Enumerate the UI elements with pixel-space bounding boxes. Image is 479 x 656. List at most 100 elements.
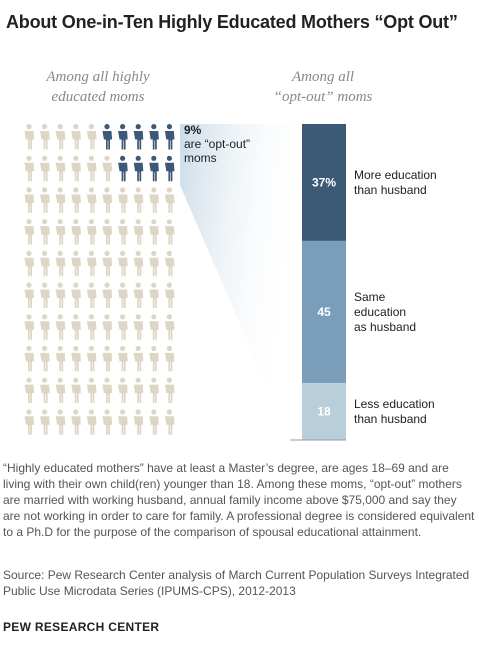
- person-icon: [55, 124, 66, 150]
- person-icon: [55, 282, 66, 308]
- segment-category-label: Same: [354, 290, 386, 304]
- person-icon: [133, 377, 144, 404]
- person-icon: [71, 314, 81, 340]
- person-icon: [24, 219, 35, 245]
- person-icon: [102, 282, 113, 308]
- person-icon: [118, 250, 128, 277]
- person-icon: [133, 155, 144, 182]
- person-icon: [133, 314, 144, 340]
- person-icon: [86, 124, 97, 150]
- person-icon: [86, 409, 97, 435]
- person-icon: [40, 250, 50, 277]
- person-icon: [71, 409, 81, 435]
- person-icon: [40, 345, 50, 372]
- callout-wedge: [180, 124, 302, 440]
- person-icon: [133, 124, 144, 150]
- person-icon: [102, 377, 113, 404]
- person-icon: [40, 314, 50, 340]
- person-icon: [86, 377, 97, 404]
- person-icon: [149, 187, 159, 213]
- person-icon: [71, 155, 81, 182]
- person-icon: [86, 219, 97, 245]
- person-icon: [55, 187, 66, 213]
- person-icon: [118, 409, 128, 435]
- person-icon: [24, 345, 35, 372]
- chart-note: “Highly educated mothers” have at least …: [3, 461, 475, 539]
- person-icon: [164, 345, 175, 372]
- person-icon: [133, 282, 144, 308]
- person-icon: [102, 187, 113, 213]
- callout-label-line: are “opt-out”: [184, 137, 250, 151]
- person-icon: [149, 250, 159, 277]
- person-icon: [24, 187, 35, 213]
- person-icon: [55, 219, 66, 245]
- person-icon: [40, 219, 50, 245]
- person-icon: [149, 219, 159, 245]
- person-icon: [86, 314, 97, 340]
- person-icon: [71, 377, 81, 404]
- pictograph-heading: Among all highly educated moms: [18, 67, 178, 107]
- segment-category-label: education: [354, 305, 406, 319]
- person-icon: [71, 250, 81, 277]
- person-icon: [24, 124, 35, 150]
- person-icon: [102, 219, 113, 245]
- person-icon: [164, 219, 175, 245]
- person-icon: [118, 219, 128, 245]
- person-icon: [40, 377, 50, 404]
- person-icon: [133, 250, 144, 277]
- person-icon: [55, 155, 66, 182]
- person-icon: [149, 377, 159, 404]
- person-icon: [133, 187, 144, 213]
- chart-credit: PEW RESEARCH CENTER: [3, 620, 160, 634]
- person-icon: [102, 250, 113, 277]
- person-icon: [118, 345, 128, 372]
- person-icon: [118, 377, 128, 404]
- segment-category-label: Less education: [354, 397, 435, 411]
- chart-source: Source: Pew Research Center analysis of …: [3, 568, 470, 598]
- person-icon: [71, 345, 81, 372]
- person-icon: [164, 377, 175, 404]
- pictograph-heading-line: educated moms: [51, 89, 145, 105]
- bar-segment: [302, 124, 346, 241]
- person-icon: [164, 187, 175, 213]
- person-icon: [71, 187, 81, 213]
- person-icon: [55, 345, 66, 372]
- person-icon: [55, 377, 66, 404]
- person-icon: [40, 124, 50, 150]
- person-icon: [133, 219, 144, 245]
- person-icon: [40, 282, 50, 308]
- person-icon: [102, 155, 113, 182]
- person-icon: [86, 282, 97, 308]
- person-icon: [149, 282, 159, 308]
- segment-value-label: 18: [317, 405, 331, 419]
- person-icon: [118, 282, 128, 308]
- stacked-bar-heading-line: Among all: [291, 69, 355, 85]
- segment-category-label: than husband: [354, 183, 427, 197]
- stacked-bar-heading-line: “opt-out” moms: [273, 89, 373, 105]
- person-icon: [55, 250, 66, 277]
- segment-value-label: 45: [317, 305, 331, 319]
- person-icon: [164, 250, 175, 277]
- person-icon: [102, 345, 113, 372]
- person-icon: [55, 314, 66, 340]
- person-icon: [133, 345, 144, 372]
- segment-value-label: 37%: [312, 175, 336, 189]
- callout-value: 9%: [184, 123, 202, 137]
- person-icon: [40, 187, 50, 213]
- person-icon: [71, 124, 81, 150]
- person-icon: [149, 409, 159, 435]
- person-icon: [24, 409, 35, 435]
- person-icon: [118, 155, 128, 182]
- chart-canvas: 9% are “opt-out” moms 37%More educationt…: [24, 123, 437, 441]
- person-icon: [86, 187, 97, 213]
- segment-category-label: as husband: [354, 320, 416, 334]
- person-icon: [164, 155, 175, 182]
- bar-segment: [302, 240, 346, 384]
- person-icon: [164, 314, 175, 340]
- person-icon: [40, 409, 50, 435]
- pictograph-heading-line: Among all highly: [46, 69, 150, 85]
- person-icon: [71, 282, 81, 308]
- person-icon: [24, 155, 35, 182]
- person-icon: [86, 345, 97, 372]
